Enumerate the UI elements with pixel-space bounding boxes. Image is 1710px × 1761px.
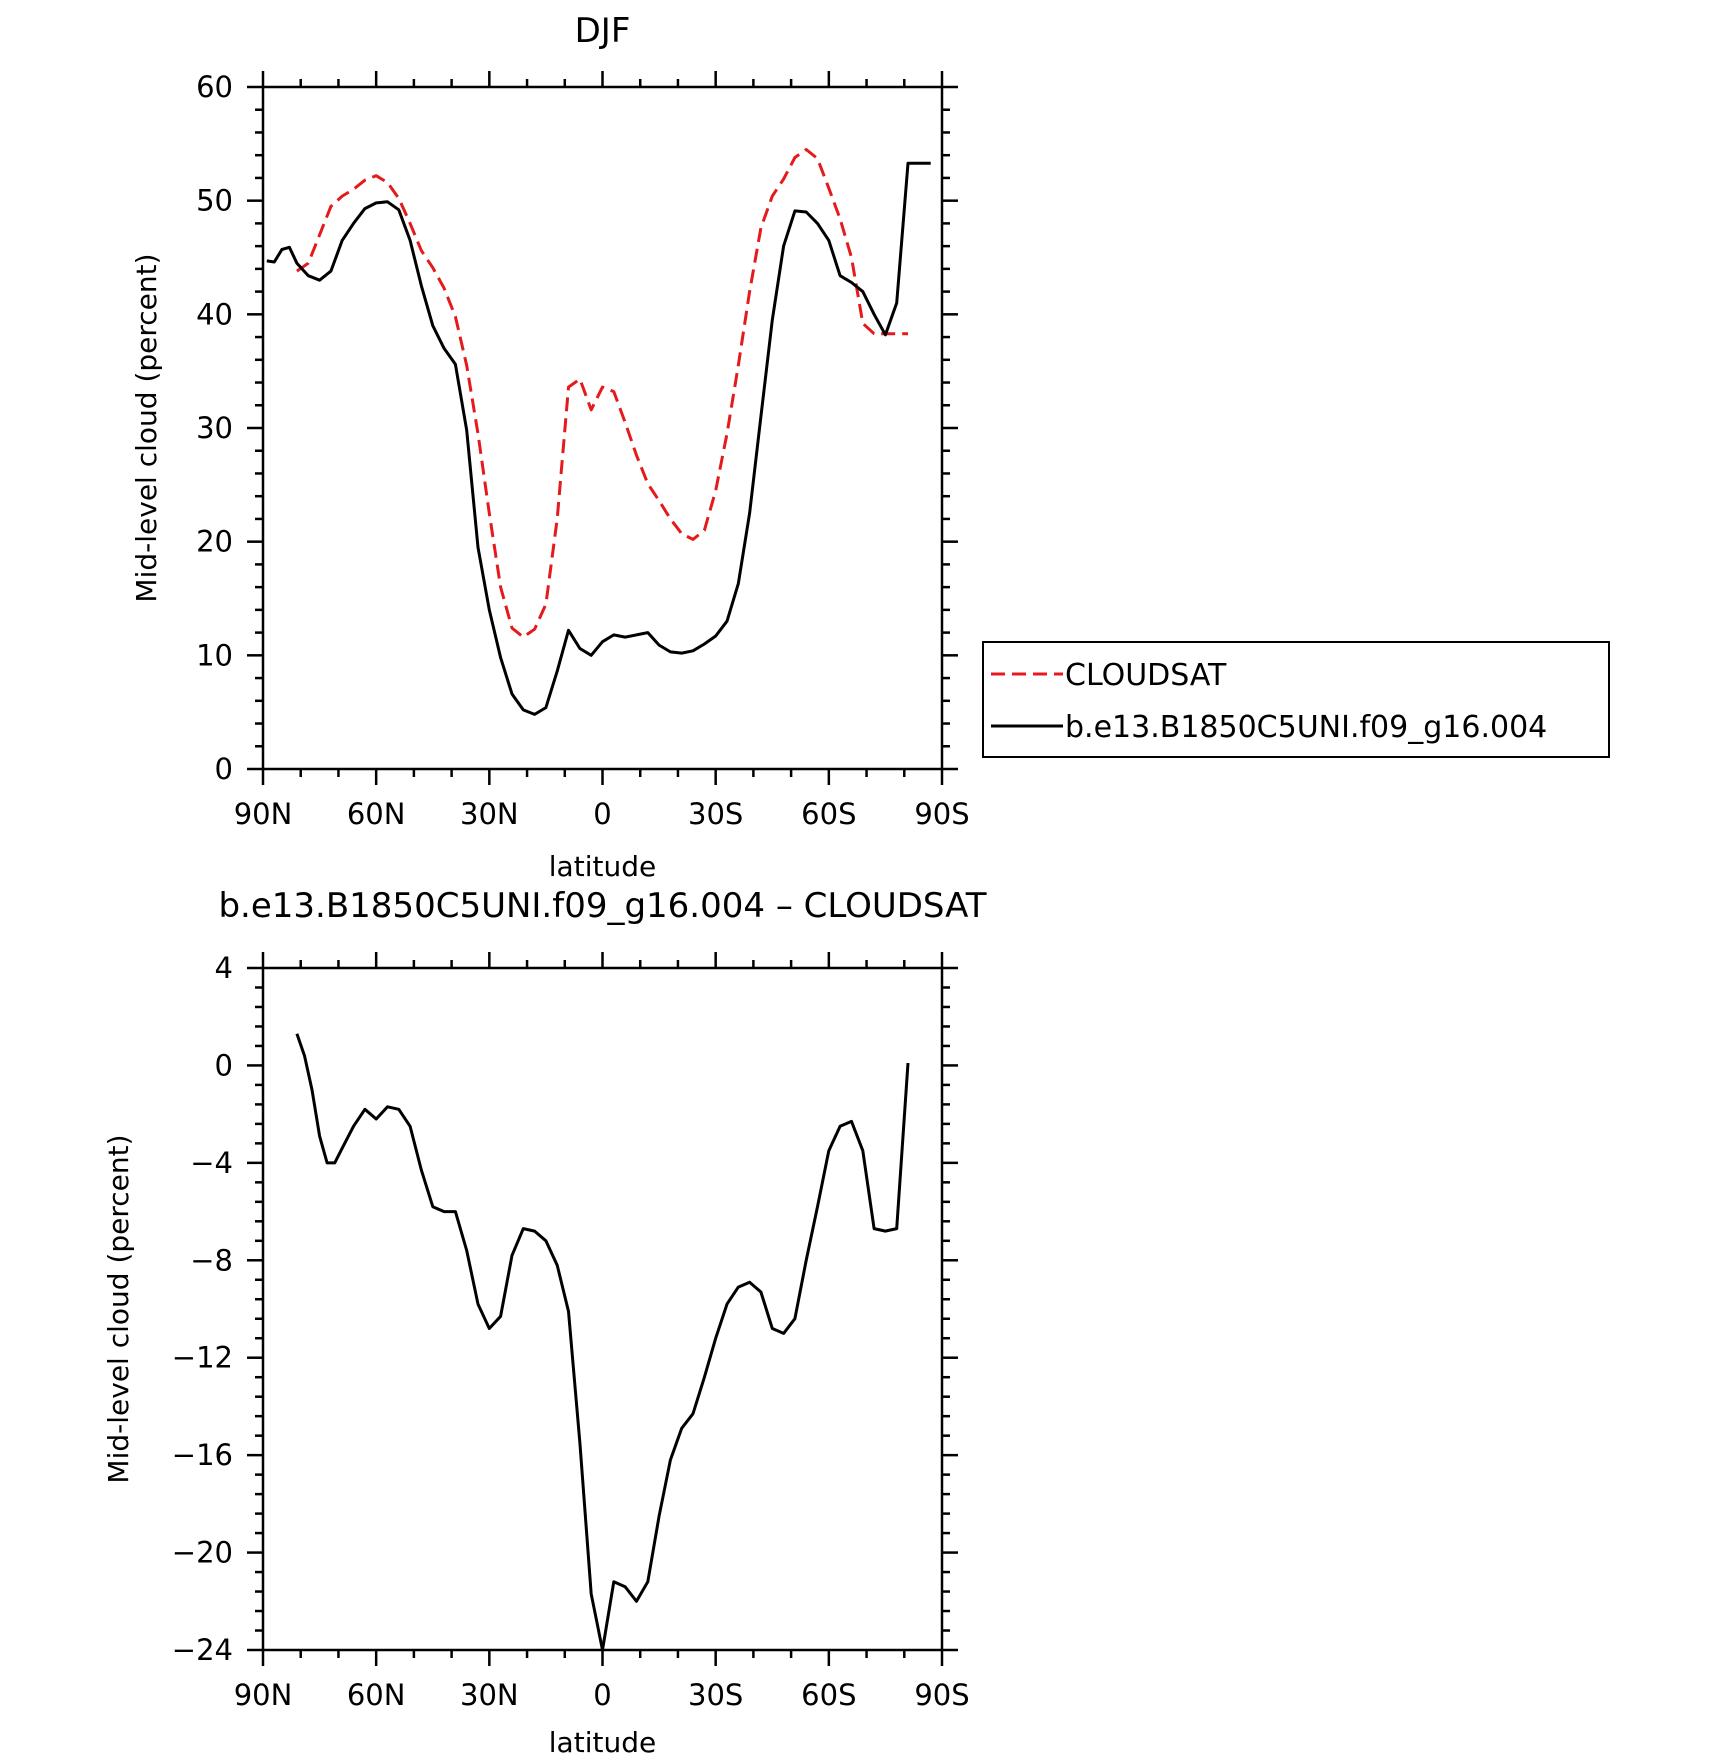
x-tick-label: 30N — [460, 797, 519, 831]
x-tick-label: 90S — [914, 797, 969, 831]
x-axis-label: latitude — [549, 850, 656, 883]
x-tick-label: 30S — [688, 1678, 743, 1712]
y-tick-label: −4 — [190, 1146, 233, 1180]
series-line-2 — [266, 161, 931, 716]
x-tick-label: 60S — [801, 797, 856, 831]
y-tick-label: 50 — [196, 184, 233, 218]
x-tick-label: 0 — [593, 797, 611, 831]
y-tick-label: 0 — [215, 1048, 233, 1082]
y-axis-label: Mid-level cloud (percent) — [130, 253, 163, 602]
y-tick-label: −20 — [172, 1536, 233, 1570]
y-tick-label: 4 — [215, 951, 233, 985]
chart-panel-2: b.e13.B1850C5UNI.f09_g16.004 – CLOUDSAT 9… — [102, 886, 987, 1759]
legend-box — [982, 641, 1610, 758]
x-tick-label: 60N — [347, 1678, 406, 1712]
chart-panel-1: DJF 90N 60N 30N 0 30S 60S 90S 0 10 20 30 40 50 60 latit… — [130, 11, 1610, 883]
y-tick-label: 60 — [196, 70, 233, 104]
series-line-1 — [296, 148, 908, 639]
y-tick-label: 40 — [196, 297, 233, 331]
series-line-1 — [295, 1033, 910, 1652]
y-tick-label: 10 — [196, 638, 233, 672]
y-tick-label: −16 — [172, 1438, 233, 1472]
plot-frame — [261, 85, 944, 771]
x-tick-label: 60S — [801, 1678, 856, 1712]
y-tick-label: 30 — [196, 411, 233, 445]
y-tick-label: −24 — [172, 1633, 233, 1667]
x-tick-label: 30S — [688, 797, 743, 831]
chart-title: DJF — [575, 11, 631, 51]
y-tick-label: −12 — [172, 1341, 233, 1375]
x-tick-label: 30N — [460, 1678, 519, 1712]
x-tick-label: 60N — [347, 797, 406, 831]
legend-label: b.e13.B1850C5UNI.f09_g16.004 — [1065, 710, 1547, 745]
y-tick-label: 0 — [215, 752, 233, 786]
chart-title: b.e13.B1850C5UNI.f09_g16.004 – CLOUDSAT — [218, 886, 986, 926]
legend-label: CLOUDSAT — [1065, 658, 1227, 693]
x-tick-label: 90N — [234, 1678, 293, 1712]
x-tick-label: 90S — [914, 1678, 969, 1712]
x-axis-label: latitude — [549, 1726, 656, 1756]
x-tick-label: 90N — [234, 797, 293, 831]
x-tick-label: 0 — [593, 1678, 611, 1712]
y-axis-label: Mid-level cloud (percent) — [102, 1134, 135, 1483]
y-tick-label: 20 — [196, 525, 233, 559]
plot-frame — [261, 966, 944, 1652]
y-tick-label: −8 — [190, 1243, 233, 1277]
